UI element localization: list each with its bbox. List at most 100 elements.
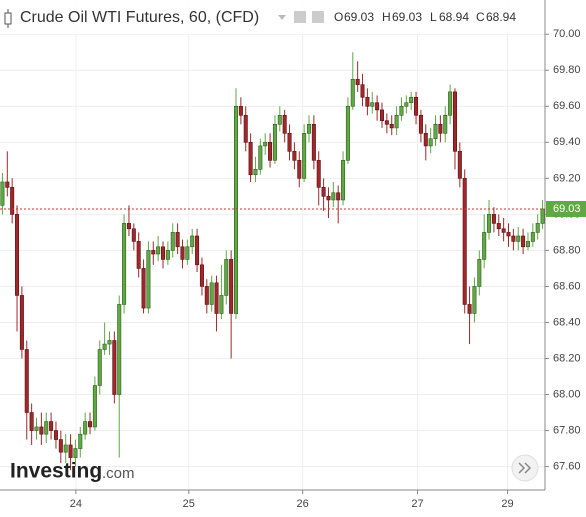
settings-icon[interactable]: [294, 11, 306, 23]
candle-body: [477, 259, 482, 287]
candle-body: [525, 241, 530, 248]
candle-body: [384, 120, 389, 125]
candle-body: [15, 214, 20, 296]
candle-body: [243, 114, 248, 143]
candle-body: [209, 282, 214, 305]
candle-body: [248, 142, 253, 176]
candle-body: [433, 124, 438, 140]
candle-body: [141, 268, 146, 309]
candle-body: [88, 421, 93, 428]
candle-body: [302, 133, 307, 179]
candle-body: [306, 124, 311, 134]
high-label: H: [382, 10, 391, 24]
low-value: 68.94: [439, 10, 469, 24]
candle-body: [5, 181, 10, 188]
candle-body: [316, 160, 321, 188]
candle-body: [83, 421, 88, 435]
candle-body: [68, 444, 73, 458]
candle-body: [238, 105, 243, 116]
candle-body: [341, 160, 346, 201]
close-value: 68.94: [486, 10, 516, 24]
candle-body: [92, 385, 97, 428]
candle-body: [19, 295, 24, 350]
y-tick-label: 69.80: [553, 64, 581, 76]
candle-body: [122, 223, 127, 305]
candle-body: [234, 105, 239, 314]
y-tick-label: 67.80: [553, 424, 581, 436]
candle-body: [491, 214, 496, 224]
candles: [0, 52, 545, 471]
y-tick-label: 68.40: [553, 316, 581, 328]
candle-body: [428, 138, 433, 147]
candle-body: [375, 102, 380, 111]
candle-body: [457, 151, 462, 179]
candle-body: [263, 142, 268, 147]
candle-body: [418, 114, 423, 134]
chart-title: Crude Oil WTI Futures, 60, (CFD): [20, 9, 259, 26]
candle-body: [379, 109, 384, 121]
close-label: C: [476, 10, 485, 24]
candle-body: [521, 235, 526, 248]
candle-body: [219, 295, 224, 314]
y-tick-label: 70.00: [553, 28, 581, 40]
candle-body: [117, 304, 122, 395]
open-value: 69.03: [344, 10, 374, 24]
candle-body: [253, 169, 258, 176]
candle-body: [34, 426, 39, 431]
candle-body: [185, 246, 190, 260]
close-icon[interactable]: [312, 11, 324, 23]
y-tick-label: 68.60: [553, 280, 581, 292]
candle-body: [258, 145, 263, 170]
candle-body: [287, 133, 292, 152]
candle-body: [414, 96, 419, 116]
candle-body: [112, 340, 117, 395]
candle-body: [0, 181, 5, 206]
candle-body: [311, 124, 316, 161]
candle-body: [365, 96, 370, 107]
y-tick-label: 69.40: [553, 136, 581, 148]
candle-body: [195, 235, 200, 266]
x-tick-label: 24: [70, 498, 82, 510]
candle-body: [272, 124, 277, 161]
candle-body: [292, 151, 297, 161]
candle-body: [165, 250, 170, 260]
candle-body: [136, 241, 141, 269]
candle-body: [151, 250, 156, 255]
candle-body: [389, 124, 394, 129]
candle-body: [126, 223, 131, 230]
dropdown-arrow[interactable]: [278, 15, 286, 20]
grid: [0, 0, 545, 490]
candle-body: [63, 444, 68, 453]
candle-body: [370, 102, 375, 107]
candle-body: [399, 105, 404, 116]
logo-brand: Investing: [10, 460, 102, 483]
candle-body: [277, 114, 282, 125]
candle-body: [506, 232, 511, 237]
candle-body: [24, 349, 29, 413]
candle-body: [438, 124, 443, 134]
instrument-icon: [4, 9, 12, 28]
candle-body: [156, 246, 161, 255]
current-price-tag: [546, 200, 586, 217]
x-tick-label: 25: [183, 498, 195, 510]
current-price-label: 69.03: [553, 203, 581, 215]
low-label: L: [430, 10, 437, 24]
candle-body: [467, 304, 472, 314]
candle-body: [345, 105, 350, 161]
candle-body: [10, 187, 15, 215]
x-tick-label: 26: [297, 498, 309, 510]
candle-body: [229, 259, 234, 314]
candle-body: [331, 192, 336, 201]
candle-body: [102, 343, 107, 350]
candle-body: [78, 433, 83, 449]
candle-body: [326, 196, 331, 201]
candle-body: [39, 426, 44, 435]
candle-body: [404, 102, 409, 107]
candle-body: [487, 214, 492, 233]
candle-body: [170, 232, 175, 251]
y-tick-label: 68.20: [553, 352, 581, 364]
logo-suffix: .com: [102, 465, 135, 482]
candle-body: [535, 223, 540, 233]
